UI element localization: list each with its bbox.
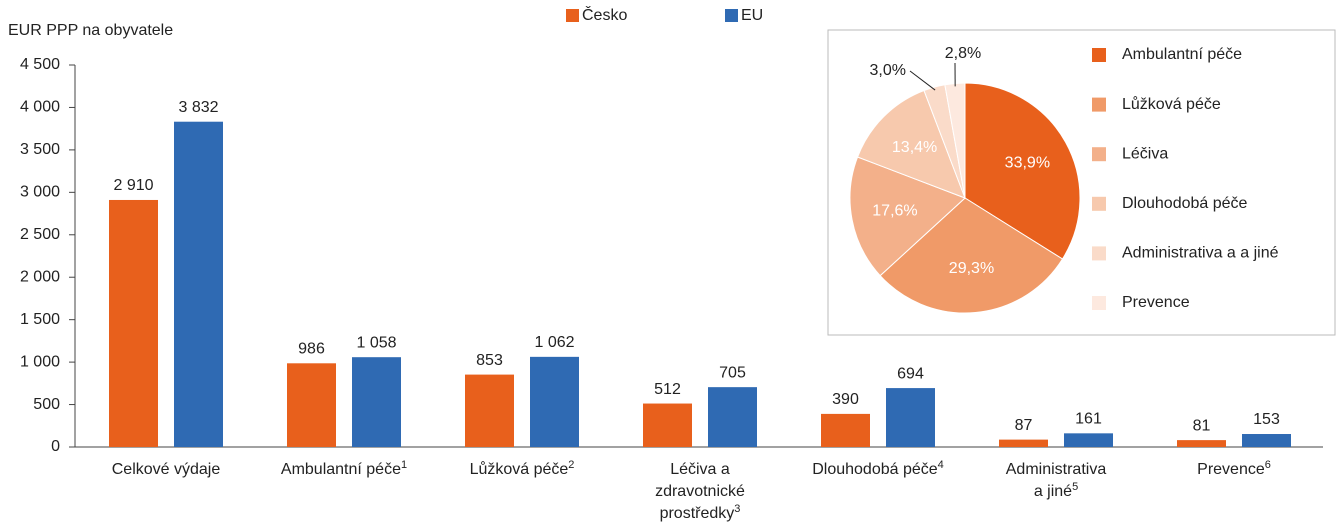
- pie-value-label: 13,4%: [892, 139, 937, 156]
- value-label: 161: [1075, 411, 1102, 428]
- value-label: 986: [298, 341, 325, 358]
- bar: [465, 374, 514, 447]
- footnote: 4: [938, 459, 944, 471]
- legend-label: EU: [741, 7, 763, 24]
- x-tick-line: Dlouhodobá péče: [812, 461, 938, 478]
- pie-value-label: 17,6%: [872, 203, 917, 220]
- x-tick-line: prostředky: [660, 505, 735, 522]
- value-label: 3 832: [178, 99, 218, 116]
- x-tick-line: a jiné: [1034, 483, 1072, 500]
- x-tick-line: Celkové výdaje: [112, 461, 221, 478]
- bar: [999, 439, 1048, 447]
- pie-slice: [879, 197, 1064, 314]
- bar: [1064, 433, 1113, 447]
- pie-value-label: 2,8%: [945, 45, 981, 62]
- value-label: 81: [1193, 417, 1211, 434]
- y-tick-label: 500: [33, 396, 60, 413]
- y-axis-label: EUR PPP na obyvatele: [8, 22, 173, 39]
- legend-swatch: [1092, 147, 1106, 162]
- x-tick-line: zdravotnické: [655, 483, 745, 500]
- legend-label: Léčiva: [1122, 145, 1168, 162]
- value-label: 694: [897, 365, 924, 382]
- legend-label: Prevence: [1122, 294, 1190, 311]
- legend-swatch: [1092, 296, 1106, 310]
- bar: [530, 356, 579, 447]
- y-tick-label: 3 500: [20, 141, 60, 158]
- bar: [643, 403, 692, 447]
- x-tick-label: Dlouhodobá péče4: [812, 459, 944, 478]
- pie-slice: [964, 82, 1081, 260]
- x-tick-label: Ambulantní péče1: [281, 459, 407, 478]
- pie-value-label: 29,3%: [949, 260, 994, 277]
- legend-label: Administrativa a a jiné: [1122, 245, 1279, 262]
- x-tick-line: Ambulantní péče: [281, 461, 401, 478]
- pie-value-label: 33,9%: [1005, 155, 1050, 172]
- value-label: 390: [832, 391, 859, 408]
- value-label: 1 062: [534, 334, 574, 351]
- bar: [1242, 434, 1291, 447]
- y-tick-label: 2 000: [20, 268, 60, 285]
- pie-slice: [856, 89, 966, 199]
- x-tick-label: Celkové výdaje: [112, 461, 221, 478]
- x-tick-line: Léčiva a: [670, 461, 730, 478]
- legend-label: Lůžková péče: [1122, 95, 1221, 113]
- y-tick-label: 1 500: [20, 311, 60, 328]
- footnote: 1: [401, 459, 407, 471]
- value-label: 1 058: [356, 334, 396, 351]
- leader-line: [909, 70, 936, 91]
- x-tick-line: Administrativa: [1006, 461, 1107, 478]
- legend-label: Dlouhodobá péče: [1122, 195, 1248, 212]
- value-label: 512: [654, 381, 681, 398]
- bar: [174, 121, 223, 447]
- legend-swatch: [1092, 246, 1106, 261]
- value-label: 87: [1015, 417, 1033, 434]
- bar: [886, 388, 935, 447]
- footnote: 5: [1072, 481, 1078, 493]
- footnote: 3: [734, 503, 740, 515]
- value-label: 153: [1253, 411, 1280, 428]
- x-tick-label: Lůžková péče2: [470, 459, 575, 478]
- pie-slice: [849, 156, 966, 277]
- legend-label: Česko: [582, 5, 627, 24]
- value-label: 853: [476, 352, 503, 369]
- pie-value-label: 3,0%: [870, 62, 906, 79]
- legend-swatch: [1092, 48, 1106, 62]
- x-tick-line: Prevence: [1197, 461, 1265, 478]
- bar: [821, 413, 870, 447]
- legend-swatch: [1092, 97, 1106, 112]
- y-tick-label: 0: [51, 438, 60, 455]
- y-tick-label: 4 500: [20, 56, 60, 73]
- legend-swatch: [725, 9, 738, 22]
- footnote: 6: [1265, 459, 1271, 471]
- y-tick-label: 1 000: [20, 353, 60, 370]
- x-tick-label: Léčiva a zdravotnické prostředky3: [655, 461, 745, 522]
- bar: [1177, 440, 1226, 447]
- bar: [109, 199, 158, 447]
- legend-swatch: [1092, 196, 1106, 211]
- footnote: 2: [568, 459, 574, 471]
- value-label: 2 910: [113, 177, 153, 194]
- legend-label: Ambulantní péče: [1122, 46, 1242, 63]
- x-tick-line: Lůžková péče: [470, 460, 569, 478]
- y-tick-label: 4 000: [20, 99, 60, 116]
- value-label: 705: [719, 364, 746, 381]
- y-tick-label: 3 000: [20, 184, 60, 201]
- y-tick-label: 2 500: [20, 226, 60, 243]
- bar: [287, 363, 336, 447]
- bar: [708, 387, 757, 447]
- x-tick-label: Administrativa a jiné5: [1006, 461, 1107, 500]
- bar: [352, 357, 401, 447]
- legend-swatch: [566, 9, 579, 22]
- x-tick-label: Prevence6: [1197, 459, 1271, 478]
